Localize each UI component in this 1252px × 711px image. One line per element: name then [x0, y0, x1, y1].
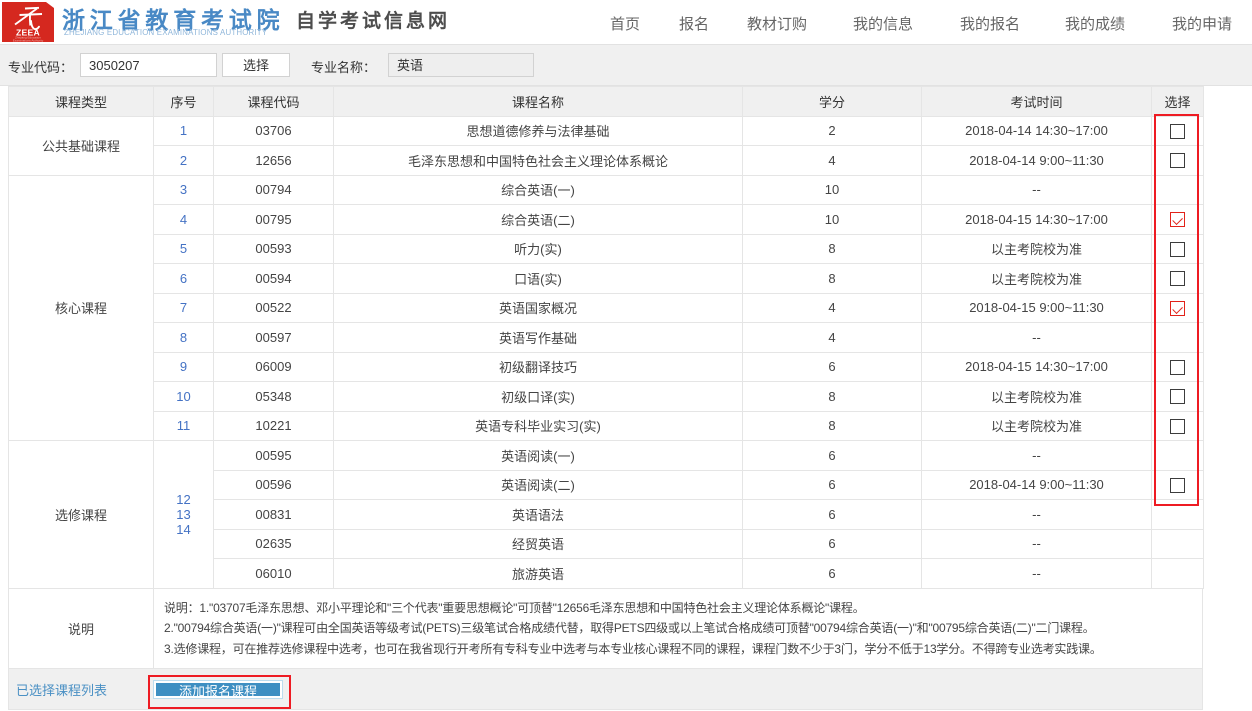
- svg-text:Examinations Authority: Examinations Authority: [13, 39, 44, 43]
